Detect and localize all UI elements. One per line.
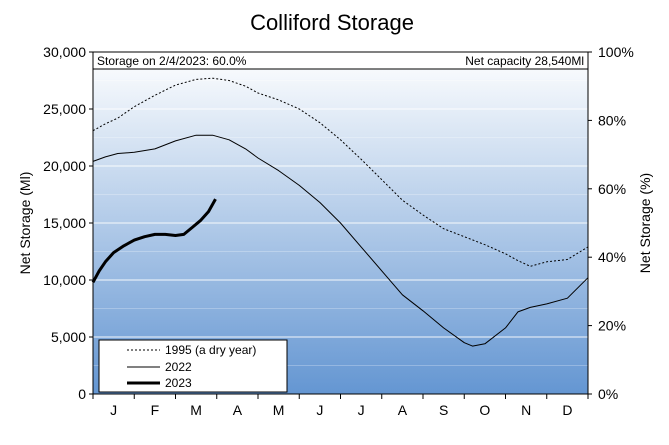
x-tick-label: O <box>479 402 490 418</box>
x-tick-label: A <box>398 402 408 418</box>
x-tick-label: J <box>316 402 323 418</box>
left-tick-label: 0 <box>78 386 86 402</box>
x-tick-label: A <box>233 402 243 418</box>
x-tick-label: M <box>273 402 285 418</box>
x-tick-label: S <box>439 402 448 418</box>
x-tick-label: J <box>358 402 365 418</box>
x-tick-label: D <box>562 402 572 418</box>
series-2023-line <box>91 198 217 284</box>
x-tick-label: M <box>190 402 202 418</box>
series-layer <box>91 77 589 347</box>
left-axis-label: Net Storage (Ml) <box>17 172 33 275</box>
left-tick-label: 25,000 <box>43 101 86 117</box>
left-axis: 0 5,000 10,000 15,000 20,000 25,000 30,000 <box>43 44 93 402</box>
right-axis: 0% 20% 40% 60% 80% 100% <box>588 44 634 402</box>
right-axis-label: Net Storage (%) <box>637 173 653 273</box>
right-tick-label: 40% <box>598 249 626 265</box>
left-tick-label: 15,000 <box>43 215 86 231</box>
legend: 1995 (a dry year) 2022 2023 <box>98 339 288 393</box>
storage-note: Storage on 2/4/2023: 60.0% <box>97 54 247 68</box>
capacity-note: Net capacity 28,540Ml <box>465 54 584 68</box>
left-tick-label: 30,000 <box>43 44 86 60</box>
legend-label-2023: 2023 <box>165 376 192 390</box>
chart-title: Colliford Storage <box>250 10 414 35</box>
x-tick-label: F <box>151 402 160 418</box>
left-tick-label: 5,000 <box>51 329 86 345</box>
series-2022-line <box>92 134 589 347</box>
legend-label-1995: 1995 (a dry year) <box>165 343 256 357</box>
left-tick-label: 20,000 <box>43 158 86 174</box>
x-tick-label: N <box>521 402 531 418</box>
right-tick-label: 0% <box>598 386 618 402</box>
left-tick-label: 10,000 <box>43 272 86 288</box>
right-tick-label: 60% <box>598 181 626 197</box>
right-tick-label: 20% <box>598 318 626 334</box>
right-tick-label: 80% <box>598 112 626 128</box>
legend-label-2022: 2022 <box>165 360 192 374</box>
x-tick-label: J <box>110 402 117 418</box>
right-tick-label: 100% <box>598 44 634 60</box>
